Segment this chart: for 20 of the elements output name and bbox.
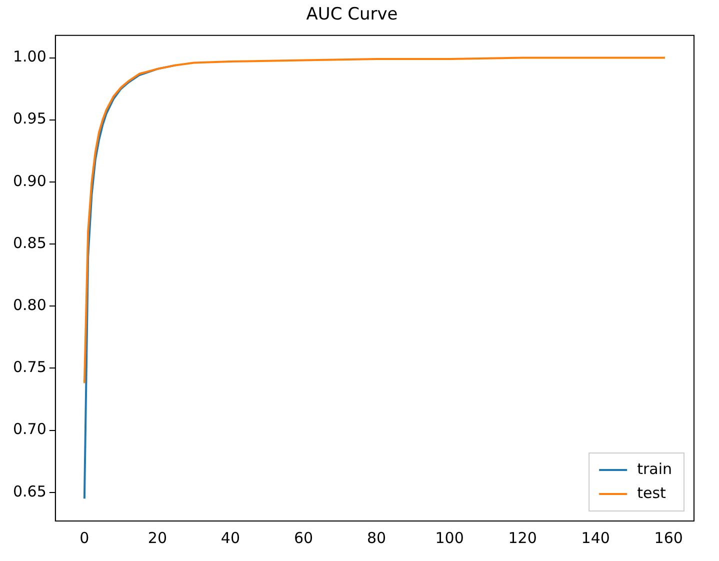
y-tick-label: 0.75 <box>12 358 46 376</box>
x-tick-label: 60 <box>294 528 314 547</box>
y-tick-label: 0.85 <box>12 234 46 252</box>
x-tick-label: 160 <box>654 528 683 547</box>
x-tick-label: 40 <box>220 528 240 547</box>
y-tick-label: 0.65 <box>12 482 46 500</box>
y-tick-label: 0.95 <box>12 110 46 128</box>
x-tick-label: 100 <box>435 528 464 547</box>
legend-label: train <box>637 460 672 478</box>
x-tick-label: 20 <box>148 528 167 547</box>
chart-title: AUC Curve <box>306 4 398 25</box>
y-tick-label: 0.90 <box>12 172 46 190</box>
x-tick-label: 120 <box>508 528 537 547</box>
legend-label: test <box>637 484 666 502</box>
x-tick-label: 80 <box>366 528 386 547</box>
y-tick-label: 1.00 <box>12 48 46 66</box>
y-tick-label: 0.70 <box>12 420 46 438</box>
x-tick-label: 0 <box>80 528 90 547</box>
x-tick-label: 140 <box>581 528 610 547</box>
y-tick-label: 0.80 <box>12 296 46 314</box>
